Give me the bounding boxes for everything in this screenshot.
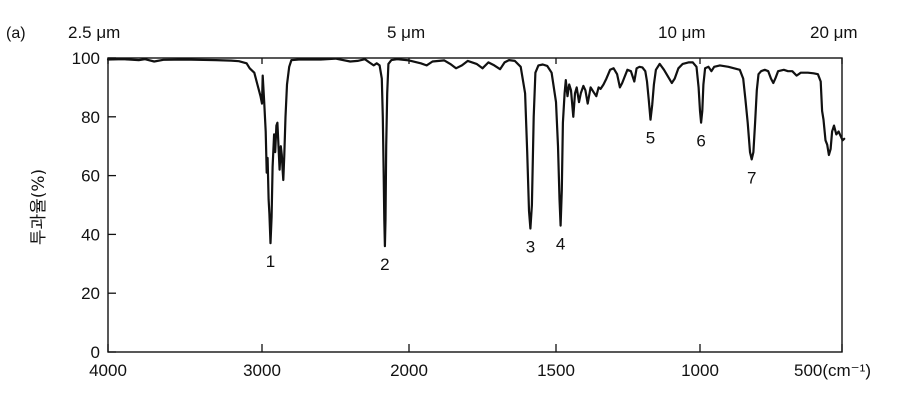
y-tick-label: 20 xyxy=(81,284,100,303)
axis-ticks: 4000 3000 2000 1500 1000 500(cm⁻¹) 0 20 40 60 80 10… xyxy=(72,49,871,380)
peak-label-3: 3 xyxy=(526,238,535,257)
x-tick-label: 2000 xyxy=(390,361,428,380)
panel-label: (a) xyxy=(6,25,26,42)
peak-labels: 1 2 3 4 5 6 7 xyxy=(266,129,757,274)
wavelength-label-10um: 10 μm xyxy=(658,23,706,42)
x-tick-label: 500(cm⁻¹) xyxy=(794,361,871,380)
x-tick-label: 4000 xyxy=(89,361,127,380)
spectrum-series xyxy=(106,57,846,248)
wavelength-label-20um: 20 μm xyxy=(810,23,858,42)
x-tick-label: 1500 xyxy=(537,361,575,380)
peak-label-7: 7 xyxy=(747,168,756,187)
spectrum-line xyxy=(106,57,846,248)
x-tick-label: 1000 xyxy=(681,361,719,380)
y-tick-label: 40 xyxy=(81,225,100,244)
peak-label-6: 6 xyxy=(696,132,705,151)
peak-label-2: 2 xyxy=(380,255,389,274)
peak-label-1: 1 xyxy=(266,252,275,271)
peak-label-5: 5 xyxy=(646,129,655,148)
y-tick-label: 0 xyxy=(91,343,100,362)
plot-frame xyxy=(107,57,843,353)
wavelength-label-5um: 5 μm xyxy=(387,23,425,42)
y-axis-label: 투과율(%) xyxy=(29,169,49,245)
y-tick-label: 80 xyxy=(81,108,100,127)
peak-label-4: 4 xyxy=(556,235,565,254)
y-tick-label: 60 xyxy=(81,167,100,186)
wavelength-label-2-5um: 2.5 μm xyxy=(68,23,120,42)
y-tick-label: 100 xyxy=(72,49,100,68)
wavelength-axis-labels: 2.5 μm 5 μm 10 μm 20 μm xyxy=(68,23,858,42)
x-tick-label: 3000 xyxy=(243,361,281,380)
